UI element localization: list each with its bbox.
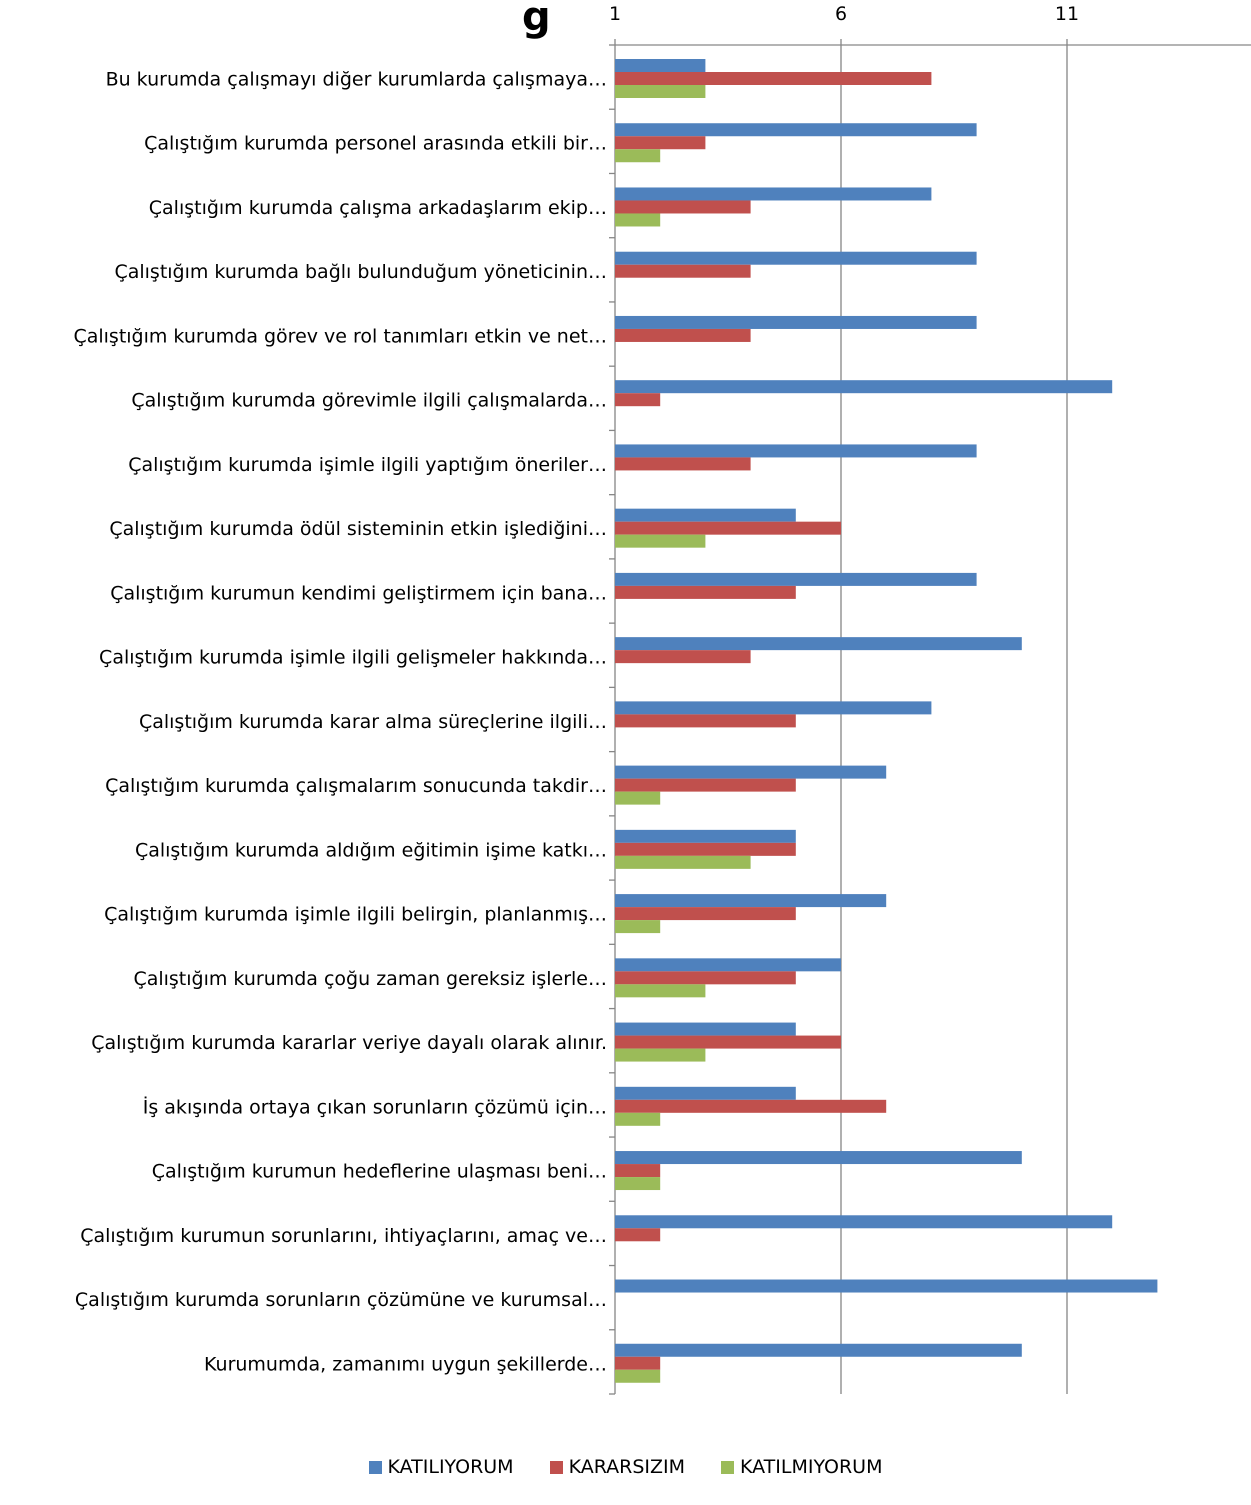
bar-kararsizim xyxy=(615,136,706,150)
category-label: Çalıştığım kurumun hedeflerine ulaşması … xyxy=(152,1161,607,1183)
bar-kararsizim xyxy=(615,907,796,921)
bar-katilmiyorum xyxy=(615,149,661,163)
bar-katiliyorum xyxy=(615,1279,1158,1293)
bar-katiliyorum xyxy=(615,1343,1022,1357)
bar-katiliyorum xyxy=(615,829,796,843)
legend: KATILIYORUM KARARSIZIM KATILMIYORUM xyxy=(0,1456,1251,1478)
category-label: Çalıştığım kurumda işimle ilgili yaptığı… xyxy=(128,454,607,476)
category-label: Çalıştığım kurumda çalışma arkadaşlarım … xyxy=(149,197,607,219)
bar-kararsizim xyxy=(615,1099,887,1113)
legend-label: KATILMIYORUM xyxy=(740,1456,883,1478)
bar-kararsizim xyxy=(615,72,932,85)
category-label: Çalıştığım kurumda kararlar veriye dayal… xyxy=(91,1032,607,1054)
bar-katiliyorum xyxy=(615,123,977,137)
bar-katilmiyorum xyxy=(615,791,661,805)
bar-katiliyorum xyxy=(615,637,1022,651)
legend-item: KARARSIZIM xyxy=(549,1456,686,1478)
category-label: Çalıştığım kurumun sorunlarını, ihtiyaçl… xyxy=(80,1225,607,1247)
bar-katilmiyorum xyxy=(615,213,661,227)
category-label: Çalıştığım kurumda işimle ilgili gelişme… xyxy=(99,647,607,669)
bar-katilmiyorum xyxy=(615,1177,661,1191)
bar-katilmiyorum xyxy=(615,85,706,98)
bar-katiliyorum xyxy=(615,508,796,522)
category-label: Çalıştığım kurumda sorunların çözümüne v… xyxy=(75,1289,607,1311)
category-label: Çalıştığım kurumda karar alma süreçlerin… xyxy=(139,711,607,733)
bar-kararsizim xyxy=(615,714,796,728)
category-label: Çalıştığım kurumda personel arasında etk… xyxy=(144,133,607,155)
bar-kararsizim xyxy=(615,1035,841,1049)
legend-item: KATILMIYORUM xyxy=(721,1456,882,1478)
bar-katilmiyorum xyxy=(615,1369,661,1383)
bar-katilmiyorum xyxy=(615,1048,706,1062)
bar-katiliyorum xyxy=(615,444,977,458)
category-label: İş akışında ortaya çıkan sorunların çözü… xyxy=(143,1095,607,1118)
bar-katiliyorum xyxy=(615,59,706,72)
bar-kararsizim xyxy=(615,1356,661,1370)
bar-katiliyorum xyxy=(615,1151,1022,1165)
bar-kararsizim xyxy=(615,200,751,214)
bar-kararsizim xyxy=(615,1164,661,1178)
bar-chart: g Bu kurumda çalışmayı diğer kurumlarda … xyxy=(73,0,1251,1395)
bar-katiliyorum xyxy=(615,187,932,201)
category-label: Kurumumda, zamanımı uygun şekillerde… xyxy=(204,1353,607,1375)
legend-label: KATILIYORUM xyxy=(387,1456,514,1478)
bar-katilmiyorum xyxy=(615,534,706,548)
bar-katiliyorum xyxy=(615,251,977,265)
bar-kararsizim xyxy=(615,650,751,664)
category-label: Çalıştığım kurumda görevimle ilgili çalı… xyxy=(131,390,607,412)
bar-katiliyorum xyxy=(615,1022,796,1036)
x-tick-label: 6 xyxy=(835,3,847,25)
legend-item: KATILIYORUM xyxy=(368,1456,514,1478)
bar-katiliyorum xyxy=(615,572,977,586)
category-label: Çalıştığım kurumun kendimi geliştirmem i… xyxy=(110,582,607,604)
bar-katiliyorum xyxy=(615,958,841,972)
bar-katiliyorum xyxy=(615,701,932,715)
bar-katiliyorum xyxy=(615,1215,1113,1229)
bar-katilmiyorum xyxy=(615,855,751,869)
bar-katiliyorum xyxy=(615,380,1113,394)
bar-kararsizim xyxy=(615,521,841,535)
bar-katilmiyorum xyxy=(615,1112,661,1126)
bar-katiliyorum xyxy=(615,894,887,908)
category-label: Bu kurumda çalışmayı diğer kurumlarda ça… xyxy=(106,69,607,91)
legend-swatch xyxy=(368,1460,382,1474)
category-label: Çalıştığım kurumda görev ve rol tanımlar… xyxy=(73,325,607,347)
legend-label: KARARSIZIM xyxy=(568,1456,686,1478)
x-tick-label: 11 xyxy=(1055,3,1079,25)
chart-title-fragment: g xyxy=(522,0,551,40)
bar-kararsizim xyxy=(615,842,796,856)
category-label: Çalıştığım kurumda bağlı bulunduğum yöne… xyxy=(114,261,607,283)
bar-kararsizim xyxy=(615,264,751,278)
category-label: Çalıştığım kurumda çalışmalarım sonucund… xyxy=(105,775,607,797)
bar-kararsizim xyxy=(615,393,661,407)
bar-katiliyorum xyxy=(615,315,977,329)
legend-swatch xyxy=(549,1460,563,1474)
bar-kararsizim xyxy=(615,971,796,985)
bar-kararsizim xyxy=(615,1228,661,1242)
bar-katilmiyorum xyxy=(615,984,706,998)
x-tick-label: 1 xyxy=(609,3,621,25)
bar-kararsizim xyxy=(615,328,751,342)
bar-katilmiyorum xyxy=(615,920,661,934)
category-label: Çalıştığım kurumda işimle ilgili belirgi… xyxy=(104,904,607,926)
category-label: Çalıştığım kurumda aldığım eğitimin işim… xyxy=(135,839,607,861)
bar-kararsizim xyxy=(615,778,796,792)
bar-katiliyorum xyxy=(615,765,887,779)
bar-kararsizim xyxy=(615,457,751,471)
category-label: Çalıştığım kurumda ödül sisteminin etkin… xyxy=(109,518,607,540)
legend-swatch xyxy=(721,1460,735,1474)
category-label: Çalıştığım kurumda çoğu zaman gereksiz i… xyxy=(133,968,607,990)
bar-kararsizim xyxy=(615,585,796,599)
bar-katiliyorum xyxy=(615,1086,796,1100)
